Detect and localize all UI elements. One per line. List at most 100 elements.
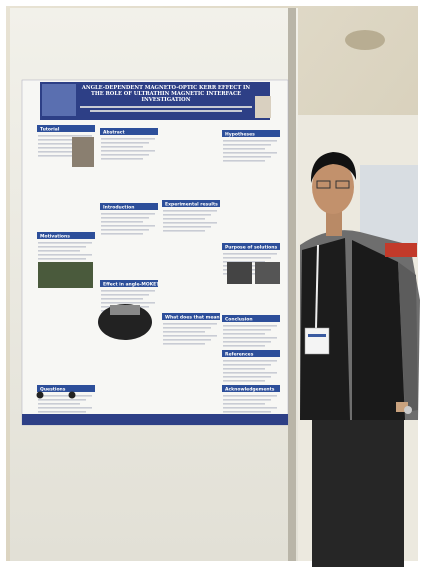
text-line <box>38 155 80 157</box>
poster-sheet <box>21 79 289 426</box>
text-line <box>38 258 86 260</box>
text-line <box>163 210 217 212</box>
text-line <box>101 150 155 152</box>
text-line <box>163 343 205 345</box>
arm <box>398 262 418 412</box>
text-line <box>163 327 211 329</box>
text-line <box>223 399 271 401</box>
ceiling-light <box>345 30 385 50</box>
text-line <box>223 376 271 378</box>
name-badge <box>304 327 330 355</box>
poster-footer <box>22 414 288 425</box>
text-line <box>101 294 149 296</box>
text-line <box>223 261 265 263</box>
text-line <box>223 411 271 413</box>
diagram-part <box>110 305 140 315</box>
text-line <box>223 140 277 142</box>
glasses <box>335 180 350 189</box>
watch <box>404 406 412 414</box>
text-line <box>163 339 211 341</box>
face <box>312 160 354 214</box>
section-title: Introduction <box>103 204 134 210</box>
text-line <box>101 233 143 235</box>
question-icon <box>68 391 76 399</box>
text-line <box>223 325 277 327</box>
text-line <box>38 250 80 252</box>
question-icon <box>36 391 44 399</box>
text-line <box>38 411 86 413</box>
section-title: Experimental results <box>165 201 218 207</box>
section-title: Purpose of solutions <box>225 244 277 250</box>
poster-title: ANGLE-DEPENDENT MAGNETO-OPTIC KERR EFFEC… <box>81 85 251 103</box>
text-line <box>223 156 271 158</box>
portrait <box>72 137 94 167</box>
text-line <box>223 360 277 362</box>
section-title: Questions <box>40 386 66 392</box>
section-bar <box>37 232 95 239</box>
text-line <box>38 139 86 141</box>
trousers <box>312 420 404 567</box>
section-bar <box>100 280 158 287</box>
text-line <box>101 142 149 144</box>
poster-title-box: ANGLE-DEPENDENT MAGNETO-OPTIC KERR EFFEC… <box>81 85 251 103</box>
section-title: References <box>225 351 254 357</box>
section-title: Conclusion <box>225 316 253 322</box>
text-line <box>38 147 92 149</box>
text-line <box>223 403 265 405</box>
text-line <box>38 143 80 145</box>
text-line <box>223 257 271 259</box>
affiliations <box>90 110 242 112</box>
poster-header <box>40 82 270 120</box>
section-title: Abstract <box>103 129 125 135</box>
text-line <box>38 254 92 256</box>
text-line <box>38 395 92 397</box>
section-bar <box>100 128 158 135</box>
text-line <box>38 399 86 401</box>
badge-icon <box>255 96 271 118</box>
section-bar <box>222 243 280 250</box>
text-line <box>223 253 277 255</box>
text-line <box>163 218 205 220</box>
photo-figure <box>38 262 93 288</box>
section-bar <box>162 313 220 320</box>
micrograph <box>227 262 252 284</box>
section-bar <box>37 385 95 392</box>
section-bar <box>222 350 280 357</box>
text-line <box>163 331 205 333</box>
text-line <box>38 135 92 137</box>
text-line <box>223 341 271 343</box>
text-line <box>223 364 271 366</box>
text-line <box>101 298 143 300</box>
text-line <box>101 290 155 292</box>
vest-right <box>352 240 405 420</box>
section-title: Tutorial <box>40 126 60 132</box>
hair <box>310 152 357 183</box>
text-line <box>101 138 155 140</box>
text-line <box>101 217 149 219</box>
text-line <box>38 151 86 153</box>
text-line <box>163 323 217 325</box>
text-line <box>38 242 92 244</box>
text-line <box>163 335 217 337</box>
text-line <box>223 160 265 162</box>
authors <box>80 106 252 108</box>
text-line <box>223 152 277 154</box>
text-line <box>163 226 211 228</box>
section-title: Acknowledgements <box>225 386 275 392</box>
text-line <box>223 329 271 331</box>
neck <box>326 210 342 236</box>
text-line <box>163 214 211 216</box>
text-line <box>223 333 265 335</box>
board-edge <box>288 8 296 561</box>
section-bar <box>37 125 95 132</box>
logo <box>42 84 76 116</box>
section-bar <box>222 130 280 137</box>
hand <box>396 402 408 412</box>
text-line <box>223 372 277 374</box>
text-line <box>223 407 277 409</box>
section-title: Hypotheses <box>225 131 255 137</box>
glasses <box>316 180 331 189</box>
text-line <box>38 407 92 409</box>
text-line <box>101 221 143 223</box>
